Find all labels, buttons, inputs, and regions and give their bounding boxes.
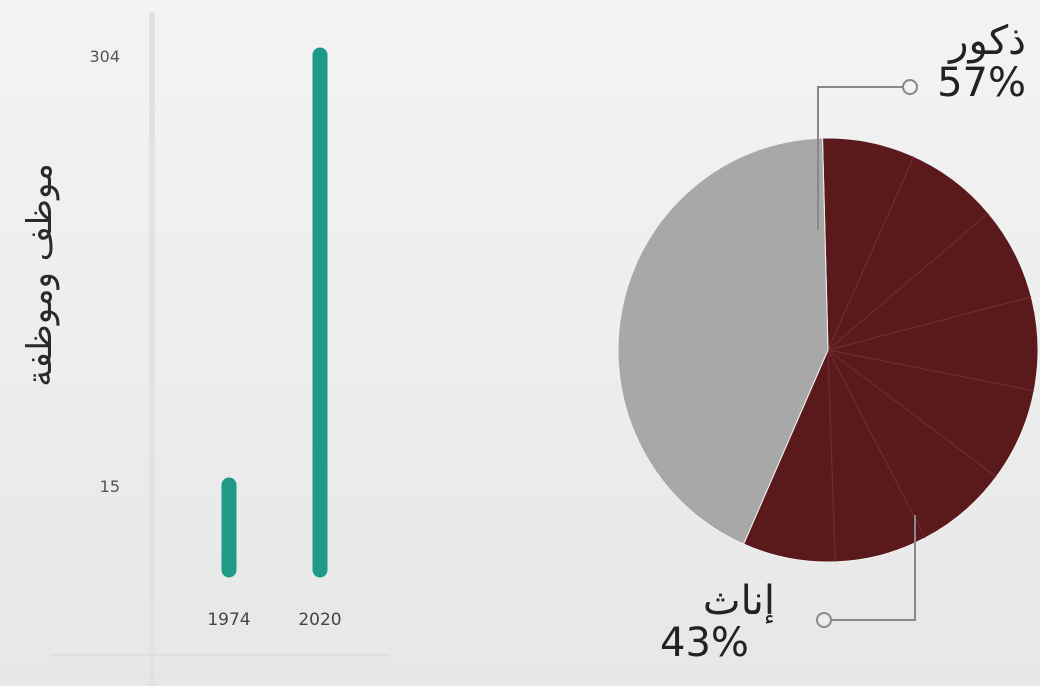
male-slice-divider xyxy=(827,349,836,562)
x-tick-label-2020: 2020 xyxy=(298,610,341,630)
male-slice-divider xyxy=(827,156,915,351)
male-slice-divider xyxy=(827,212,989,351)
female-leader-dot xyxy=(816,612,832,628)
y-tick-label-1974: 15 xyxy=(100,477,120,496)
male-slice-divider xyxy=(827,349,926,539)
male-slice-divider xyxy=(827,349,997,478)
male-leader-line xyxy=(817,86,905,230)
y-tick-label-2020: 304 xyxy=(89,47,120,66)
legend-female: إناث 43% xyxy=(660,580,775,664)
x-tick-label-1974: 1974 xyxy=(207,610,250,630)
male-label: ذكور xyxy=(949,18,1026,64)
y-axis-label: موظف وموظفة xyxy=(20,163,60,387)
leader-lines xyxy=(816,79,918,628)
male-percent: 57% xyxy=(937,60,1026,106)
male-leader-dot xyxy=(902,79,918,95)
female-label: إناث xyxy=(702,578,775,624)
female-percent: 43% xyxy=(660,620,749,666)
male-slice-divider xyxy=(827,296,1032,351)
male-slice-divider xyxy=(827,349,1035,392)
legend-male: ذكور 57% xyxy=(937,20,1026,104)
pie-slice-female xyxy=(617,137,829,545)
female-leader-line xyxy=(830,515,916,621)
